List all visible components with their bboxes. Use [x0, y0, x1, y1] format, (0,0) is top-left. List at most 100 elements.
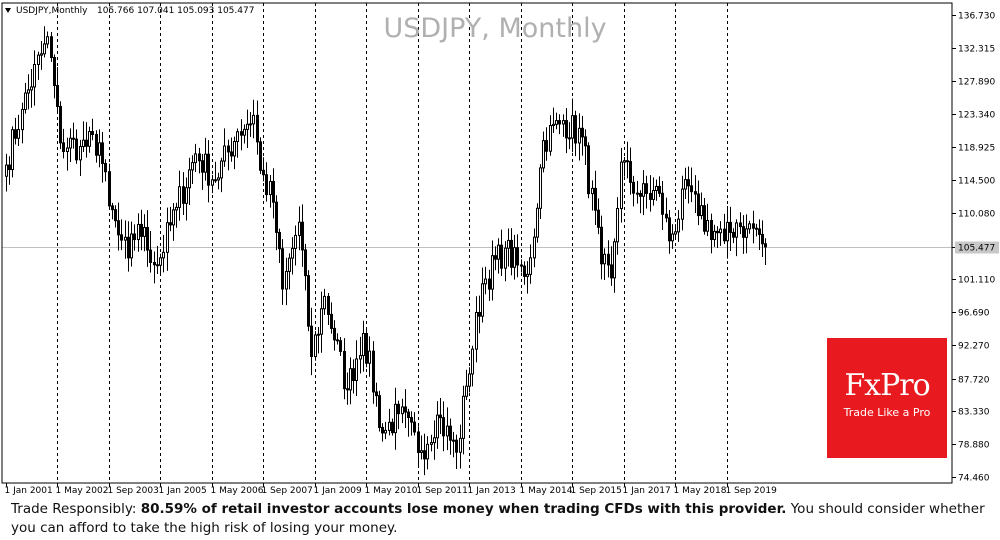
candle-body [243, 128, 246, 136]
risk-disclaimer: Trade Responsibly: 80.59% of retail inve… [11, 500, 991, 538]
y-tick-label: 132.315 [958, 45, 995, 55]
candle-body [584, 136, 587, 147]
disclaimer-suffix: You should consider whether you can affo… [11, 501, 985, 536]
candle-body [330, 313, 333, 329]
candle-body [53, 57, 56, 87]
candle-body [178, 186, 181, 208]
candle-body [333, 327, 336, 341]
candle-body [620, 161, 623, 210]
candle-body [642, 183, 645, 197]
candle-body [66, 147, 69, 152]
candle-body [674, 231, 677, 235]
candle-body [742, 226, 745, 238]
candle-body [339, 340, 342, 352]
candle-body [529, 257, 532, 275]
y-tick-label: 87.720 [958, 376, 990, 386]
candle-body [568, 137, 571, 140]
candle-body [439, 414, 442, 419]
candle-body [536, 207, 539, 238]
candle-body [314, 334, 317, 358]
candle-body [5, 164, 8, 177]
candle-body [436, 414, 439, 439]
candle-body [690, 185, 693, 193]
candle-body [574, 115, 577, 144]
candle-body [343, 350, 346, 390]
candle-body [127, 236, 130, 259]
brand-name: FxPro [844, 368, 930, 403]
candle-body [240, 131, 243, 136]
candle-body [462, 395, 465, 439]
y-tick-label: 123.340 [958, 111, 995, 121]
candle-body [114, 209, 117, 222]
candle-body [188, 169, 191, 189]
disclaimer-prefix: Trade Responsibly: [11, 501, 141, 517]
candle-body [471, 348, 474, 375]
candle-body [262, 169, 265, 176]
candle-body [14, 129, 17, 139]
candle-body [346, 388, 349, 391]
fxpro-logo: FxPro Trade Like a Pro [827, 338, 947, 458]
x-tick-label: 1 May 2018 [674, 486, 727, 496]
candle-body [137, 223, 140, 241]
candle-body [75, 138, 78, 161]
candle-body [359, 355, 362, 360]
candle-body [655, 185, 658, 191]
candle-body [59, 105, 62, 144]
candle-body [726, 221, 729, 242]
candle-body [594, 187, 597, 211]
candle-body [362, 333, 365, 357]
candle-body [510, 239, 513, 268]
candle-body [629, 161, 632, 183]
candle-body [317, 333, 320, 336]
candle-body [442, 417, 445, 437]
candle-body [504, 247, 507, 269]
candle-body [388, 421, 391, 431]
candle-body [452, 439, 455, 442]
candle-body [739, 222, 742, 228]
x-tick-label: 1 Sep 2019 [726, 486, 778, 496]
candle-body [558, 120, 561, 125]
candle-body [288, 257, 291, 272]
candle-body [381, 426, 384, 434]
candle-body [365, 333, 368, 364]
candle-body [571, 115, 574, 139]
candle-body [156, 264, 159, 267]
candle-body [11, 129, 14, 171]
symbol-dropdown-icon[interactable] [5, 8, 11, 13]
y-tick-label: 110.080 [958, 210, 995, 220]
candle-body [552, 123, 555, 127]
candle-body [413, 421, 416, 433]
candle-body [649, 192, 652, 200]
candle-body [581, 127, 584, 138]
y-tick-label: 74.460 [958, 474, 990, 484]
candle-body [272, 181, 275, 203]
candle-body [545, 140, 548, 152]
candle-body [417, 431, 420, 453]
candle-body [533, 236, 536, 259]
candle-body [578, 127, 581, 144]
candle-body [214, 179, 217, 182]
candle-body [706, 219, 709, 232]
candle-body [153, 261, 156, 266]
candle-body [426, 443, 429, 460]
candle-body [700, 205, 703, 217]
candle-body [658, 185, 661, 194]
candle-body [488, 278, 491, 290]
candle-body [497, 244, 500, 260]
candle-body [211, 179, 214, 186]
candle-body [671, 233, 674, 242]
candle-body [17, 129, 20, 139]
x-tick-label: 1 Sep 2003 [108, 486, 159, 496]
candle-body [281, 248, 284, 290]
x-tick-label: 1 Sep 2007 [262, 486, 313, 496]
candle-body [735, 222, 738, 238]
candle-body [40, 53, 43, 56]
candle-body [194, 153, 197, 164]
candle-body [256, 114, 259, 143]
candle-body [355, 358, 358, 382]
candle-body [275, 201, 278, 233]
candle-body [69, 137, 72, 149]
chart-watermark-title: USDJPY, Monthly [383, 13, 606, 44]
candle-body [520, 264, 523, 267]
candle-body [748, 223, 751, 230]
